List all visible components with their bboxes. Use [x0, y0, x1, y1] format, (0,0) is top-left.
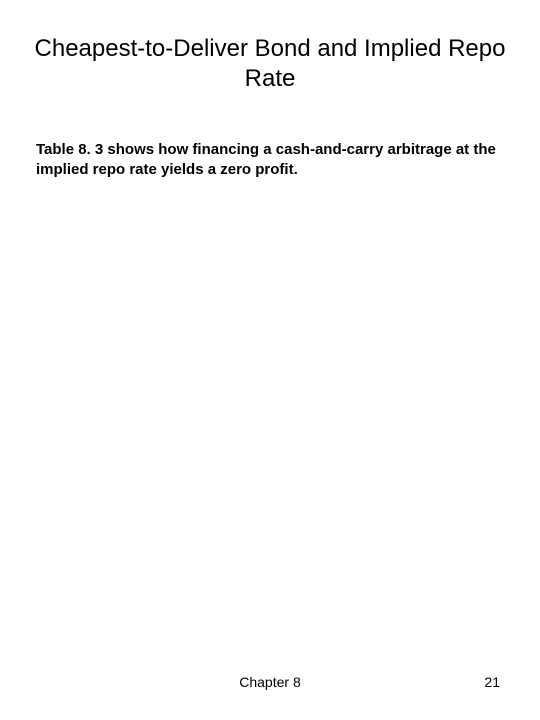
footer-page-number: 21	[484, 674, 500, 690]
slide-title: Cheapest-to-Deliver Bond and Implied Rep…	[0, 34, 540, 94]
footer-chapter: Chapter 8	[0, 674, 540, 690]
slide: Cheapest-to-Deliver Bond and Implied Rep…	[0, 0, 540, 720]
slide-body-text: Table 8. 3 shows how financing a cash-an…	[36, 140, 504, 179]
